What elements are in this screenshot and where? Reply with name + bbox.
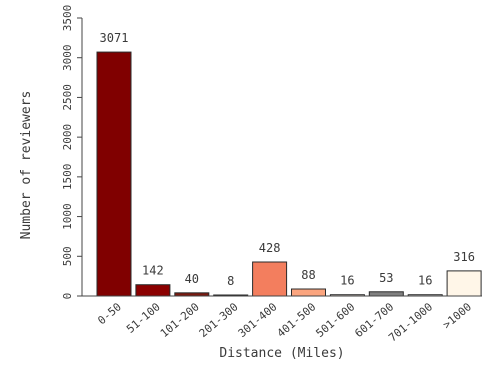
bars-group: [97, 52, 481, 296]
data-label: 16: [418, 274, 432, 288]
x-tick-label: 501-600: [313, 300, 357, 340]
data-label: 16: [340, 274, 354, 288]
data-label: 316: [453, 250, 475, 264]
bar: [369, 292, 403, 296]
axes: [82, 18, 482, 296]
y-axis-title: Number of reviewers: [19, 91, 34, 240]
data-label: 40: [185, 272, 199, 286]
data-label: 8: [227, 274, 234, 288]
y-tick-label: 1000: [61, 203, 74, 230]
bar: [97, 52, 131, 296]
bar: [253, 262, 287, 296]
x-tick-label: >1000: [440, 300, 474, 331]
x-tick-labels-group: 0-50 51-100101-200201-300301-400401-50050…: [95, 300, 474, 344]
bar: [447, 271, 481, 296]
data-label: 428: [259, 241, 281, 255]
y-tick-label: 0: [61, 293, 74, 300]
data-label: 142: [142, 264, 164, 278]
y-tick-label: 3000: [61, 44, 74, 71]
x-tick-label: 101-200: [158, 300, 202, 340]
y-tick-labels-group: 0 500 1000 1500 2000 2500 3000 3500: [61, 5, 82, 300]
bar: [292, 289, 326, 296]
y-tick-label: 3500: [61, 5, 74, 32]
y-tick-label: 2000: [61, 124, 74, 151]
y-tick-label: 1500: [61, 164, 74, 191]
x-tick-label: 301-400: [236, 300, 280, 340]
data-label: 88: [301, 268, 315, 282]
x-axis-title: Distance (Miles): [219, 346, 344, 361]
data-label: 3071: [100, 31, 129, 45]
bar: [136, 285, 170, 296]
x-tick-label: 701-1000: [386, 300, 435, 344]
x-tick-label: 201-300: [197, 300, 241, 340]
y-tick-label: 2500: [61, 84, 74, 111]
data-label: 53: [379, 271, 393, 285]
x-tick-label: 0-50: [95, 300, 124, 327]
data-labels-group: 3071 142 40 8 428 88 16 53 16 316: [100, 31, 475, 288]
x-tick-label: 401-500: [275, 300, 319, 340]
y-tick-label: 500: [61, 246, 74, 266]
